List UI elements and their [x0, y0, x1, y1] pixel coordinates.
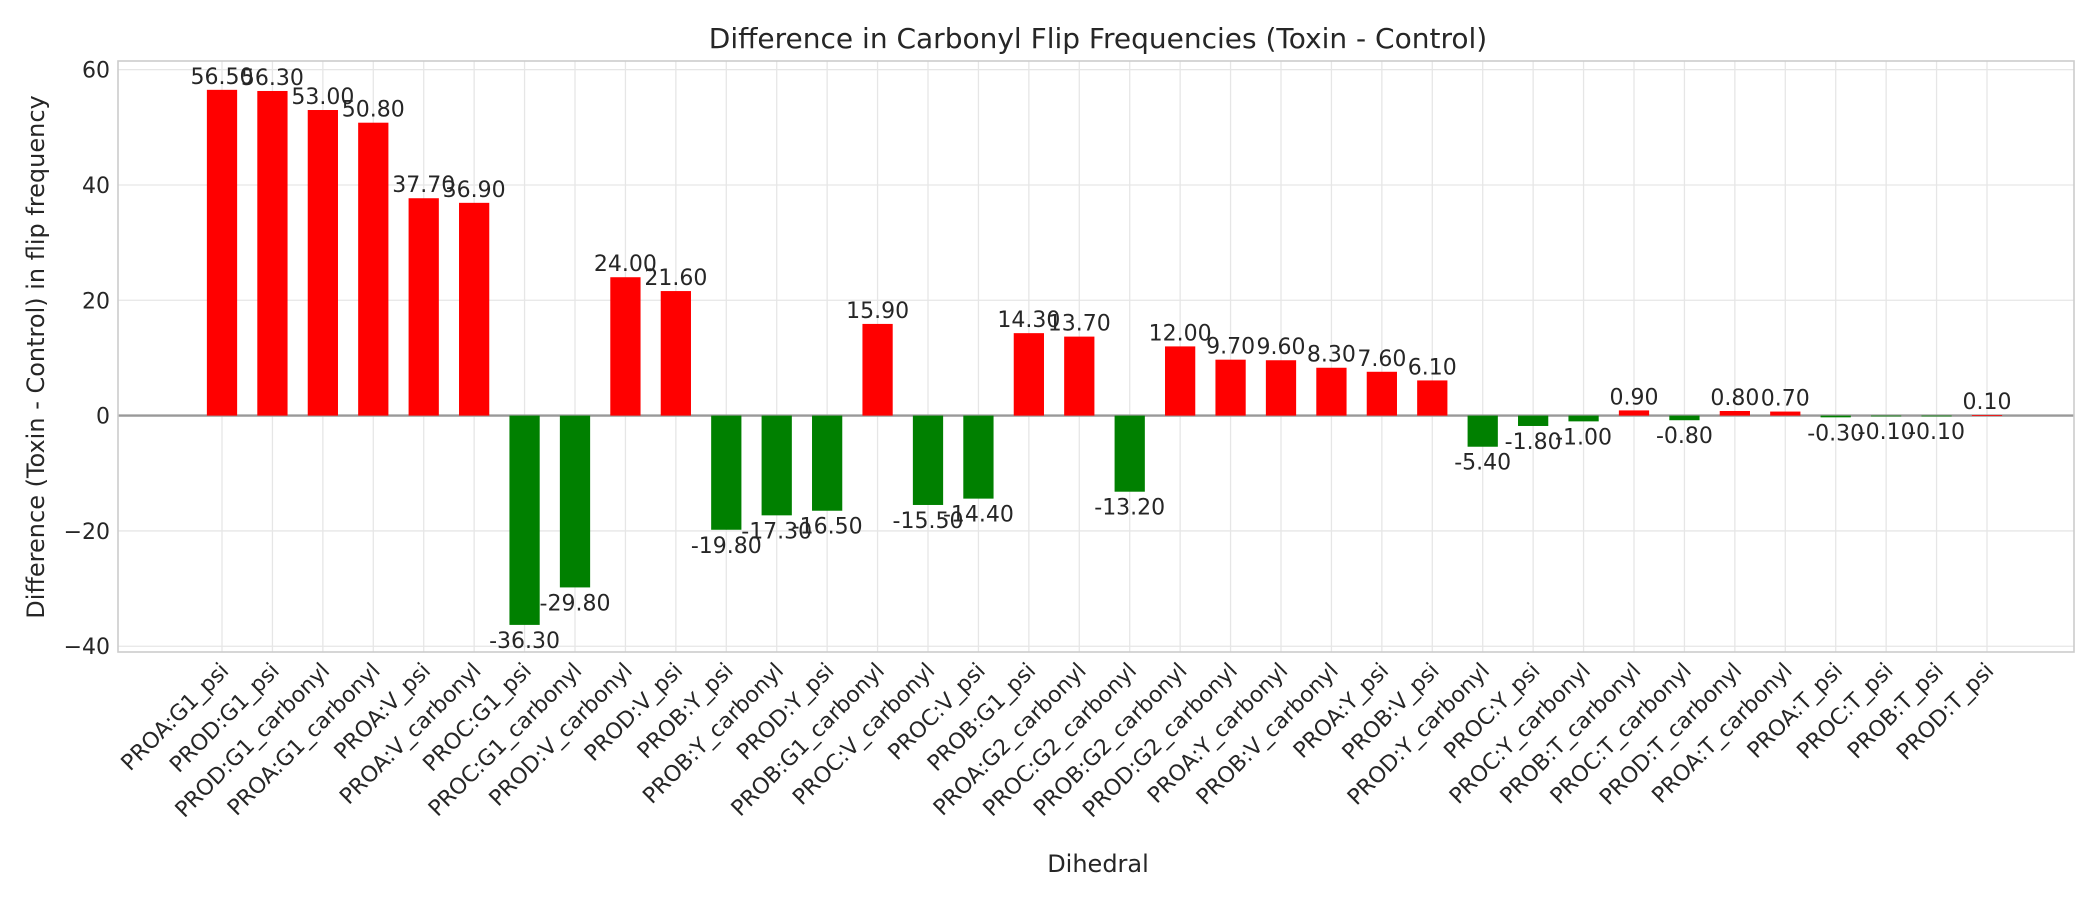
data-label: 7.60 [1357, 347, 1406, 372]
y-ticks: −40 −20 0 20 40 60 [64, 59, 110, 661]
plot-frame [117, 60, 2075, 653]
bar [812, 415, 843, 511]
bar [1165, 346, 1196, 416]
data-label: 12.00 [1149, 321, 1212, 346]
data-label: -14.40 [943, 503, 1014, 528]
bar [307, 110, 338, 416]
data-label: 50.80 [342, 98, 405, 123]
data-label: -15.50 [893, 509, 964, 534]
bar [1013, 333, 1044, 416]
data-label: 37.70 [392, 173, 455, 198]
data-label: 53.00 [291, 85, 354, 110]
data-label: 56.50 [191, 65, 254, 90]
bar [1265, 360, 1297, 416]
bar [1467, 415, 1498, 447]
bar [1820, 415, 1851, 418]
bar [912, 415, 944, 505]
bar [1568, 415, 1599, 422]
x-ticks: PROA:G1_psiPROD:G1_psiPROD:G1_carbonylPR… [117, 659, 1999, 823]
bar [1719, 410, 1750, 416]
data-label: 56.30 [241, 66, 304, 91]
data-label: -0.30 [1807, 421, 1864, 446]
y-tick-label: 60 [82, 59, 110, 84]
data-label: -0.10 [1908, 420, 1965, 445]
data-label: 24.00 [594, 252, 657, 277]
bars [206, 89, 2003, 625]
bar [660, 291, 691, 416]
data-label: -0.10 [1858, 420, 1915, 445]
data-label: -5.40 [1454, 451, 1511, 476]
y-tick-label: 40 [82, 174, 110, 199]
data-label: 9.70 [1206, 335, 1255, 360]
y-axis-label: Difference (Toxin - Control) in flip fre… [22, 95, 50, 619]
data-label: 6.10 [1408, 355, 1457, 380]
data-label: -1.00 [1555, 425, 1612, 450]
bar [1669, 415, 1700, 421]
data-label: 21.60 [644, 266, 707, 291]
data-label: 9.60 [1257, 335, 1306, 360]
y-tick-label: −20 [64, 520, 110, 545]
data-label: 14.30 [997, 308, 1060, 333]
bar [1971, 415, 2003, 416]
data-label: -1.80 [1505, 430, 1562, 455]
data-label: 0.80 [1710, 386, 1759, 411]
data-label: -16.50 [792, 515, 863, 540]
data-label: 0.10 [1963, 390, 2012, 415]
bar [459, 202, 490, 416]
data-label: -0.80 [1656, 424, 1713, 449]
bar [1316, 367, 1347, 416]
y-tick-label: 0 [96, 405, 110, 430]
bar [862, 323, 893, 416]
bar [1114, 415, 1145, 492]
bar [206, 89, 238, 416]
bar [408, 198, 439, 416]
data-label: 36.90 [443, 178, 506, 203]
data-label: 8.30 [1307, 343, 1356, 368]
bar [610, 277, 641, 416]
y-tick-label: −40 [64, 635, 110, 660]
bar [1366, 371, 1397, 416]
bar [1618, 410, 1650, 416]
bar [1518, 415, 1549, 426]
bar [1871, 415, 1902, 417]
bar [257, 90, 288, 416]
chart-title: Difference in Carbonyl Flip Frequencies … [709, 22, 1487, 55]
data-label: -29.80 [540, 591, 611, 616]
data-label: -36.30 [489, 629, 560, 654]
bar [358, 122, 389, 416]
data-label: -17.30 [741, 519, 812, 544]
bar [1064, 336, 1095, 416]
data-label: -19.80 [691, 534, 762, 559]
bar [509, 415, 540, 625]
bar [1770, 411, 1801, 416]
bar [1417, 380, 1448, 416]
y-tick-label: 20 [82, 289, 110, 314]
x-axis-label: Dihedral [1047, 850, 1149, 878]
bar [963, 415, 994, 499]
bar [1921, 415, 1952, 417]
data-label: 0.90 [1610, 385, 1659, 410]
data-label: -13.20 [1094, 496, 1165, 521]
data-label: 13.70 [1048, 312, 1111, 337]
bar [711, 415, 742, 530]
data-label: 15.90 [846, 299, 909, 324]
data-label: 0.70 [1761, 387, 1810, 412]
bar [559, 415, 591, 588]
bar [1215, 359, 1246, 416]
bar [761, 415, 792, 516]
